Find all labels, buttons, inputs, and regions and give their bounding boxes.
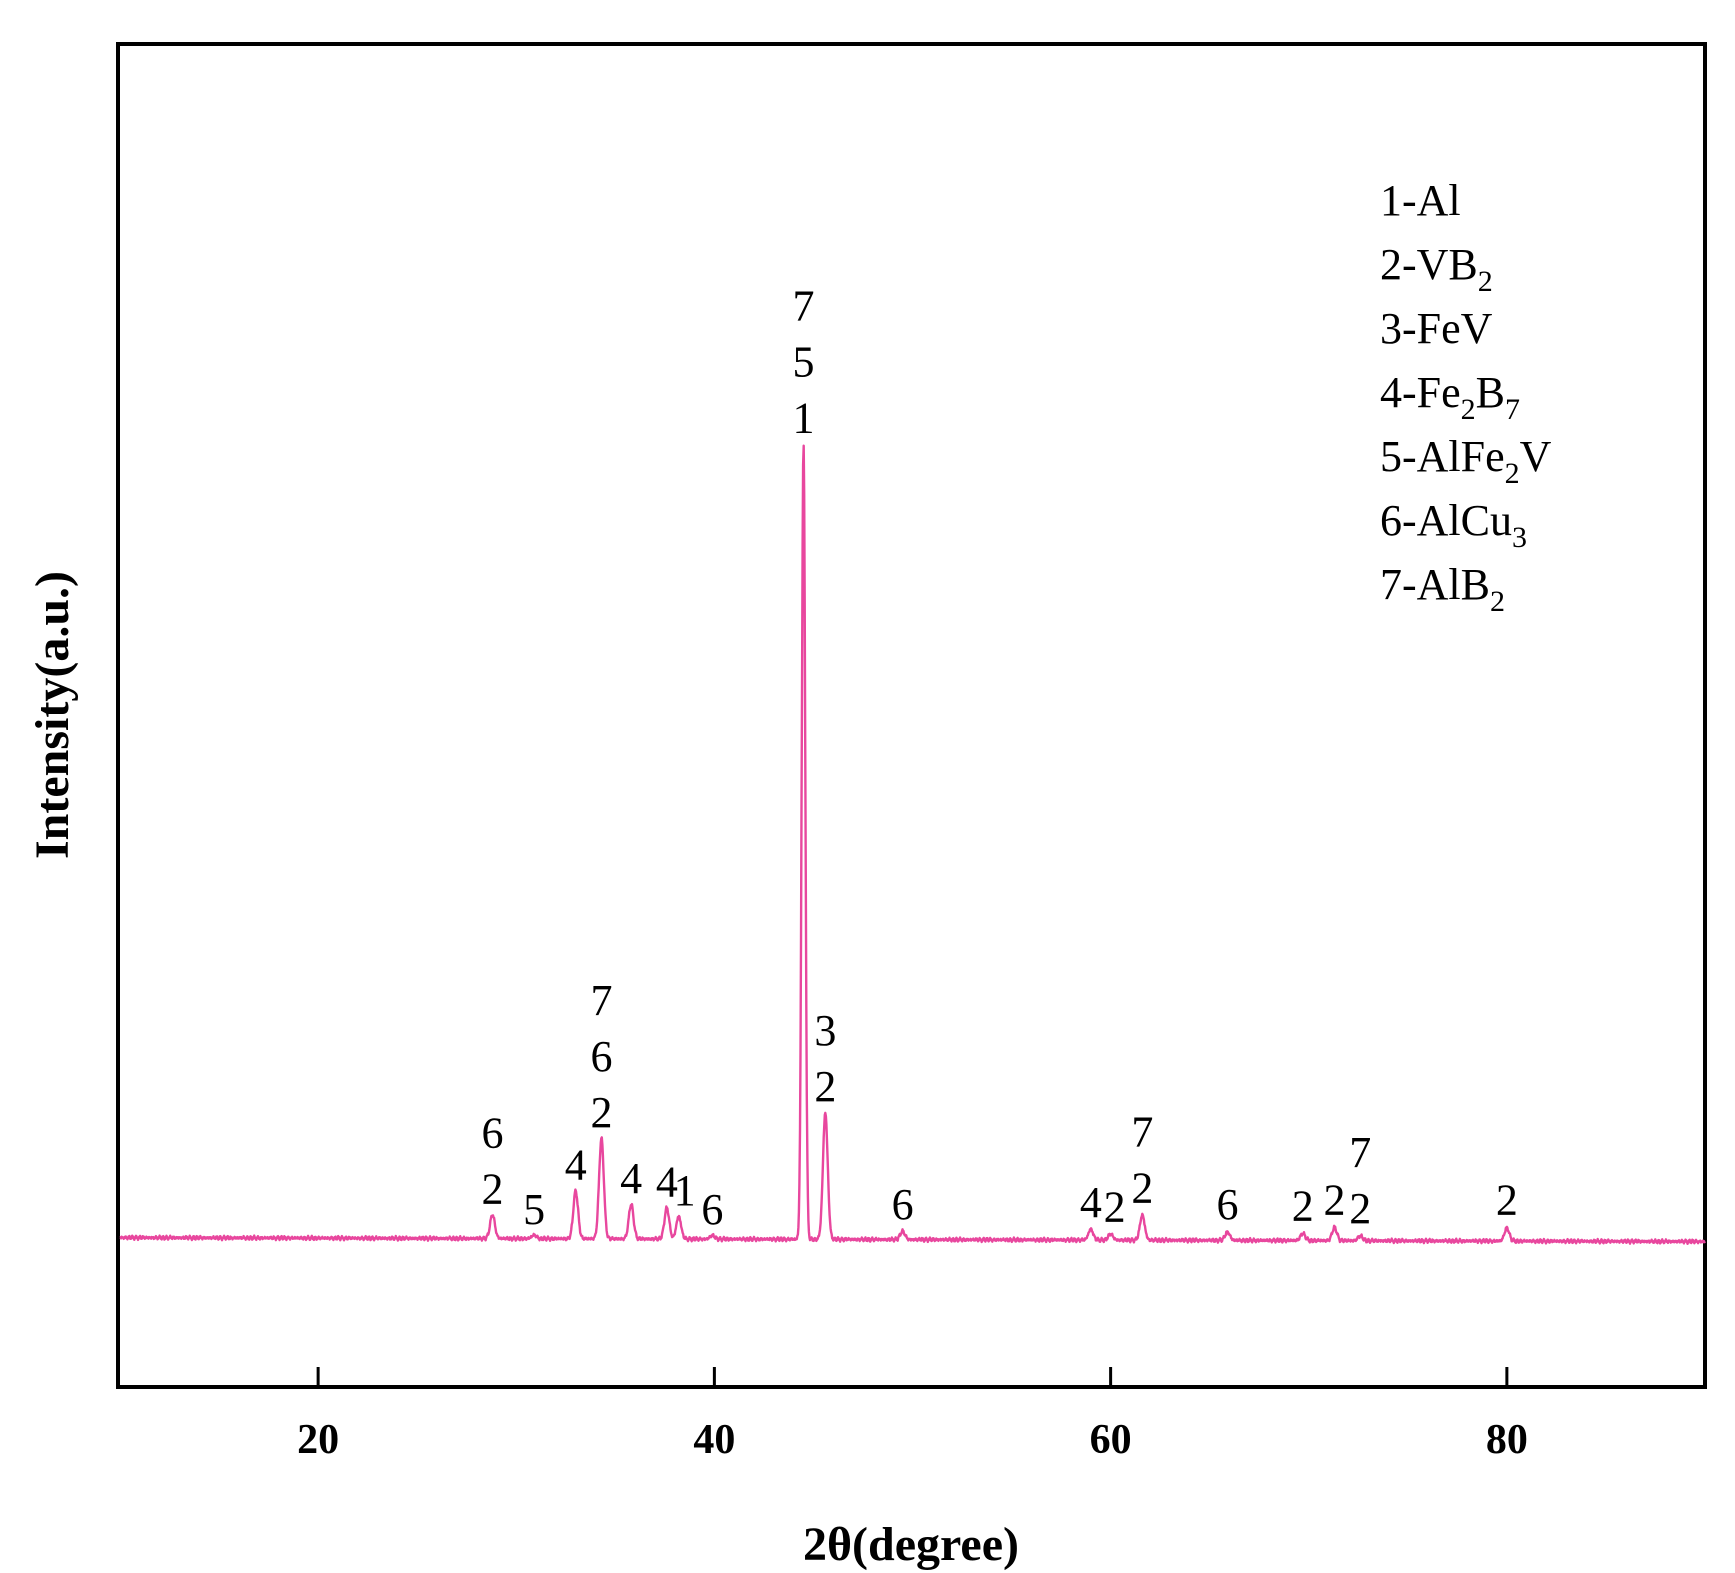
peak-label: 4 [620,1154,642,1203]
legend-subscript: 2 [1461,393,1476,426]
legend-text-part: B [1476,368,1505,417]
legend-entry: 2-VB2 [1380,240,1493,298]
peak-label: 7 [590,976,612,1025]
legend-text-part: 4-Fe [1380,368,1461,417]
peak-label: 6 [1217,1180,1239,1229]
peak-label: 7 [1131,1107,1153,1156]
peak-label: 4 [1080,1178,1102,1227]
peak-label: 6 [481,1109,503,1158]
legend-text-part: 6-AlCu [1380,496,1512,545]
legend-subscript: 2 [1490,585,1505,618]
legend-entry: 1-Al [1380,176,1461,225]
legend-text-part: 5-AlFe [1380,432,1505,481]
x-tick-label: 40 [693,1417,735,1463]
x-tick-label: 20 [297,1417,339,1463]
peak-label: 2 [1292,1181,1314,1230]
legend-entry: 6-AlCu3 [1380,496,1527,554]
legend-entry: 7-AlB2 [1380,560,1505,618]
peak-label: 7 [793,282,815,331]
legend-entry: 3-FeV [1380,304,1493,353]
peak-label: 5 [523,1185,545,1234]
y-axis-title: Intensity(a.u.) [26,571,79,859]
legend-subscript: 2 [1505,457,1520,490]
peak-label: 2 [1324,1175,1346,1224]
peak-label: 3 [814,1006,836,1055]
peak-label: 2 [1349,1184,1371,1233]
legend-text-part: V [1520,432,1552,481]
peak-label: 4 [656,1157,678,1206]
peak-label: 2 [814,1062,836,1111]
legend-text-part: 7-AlB [1380,560,1490,609]
x-tick-label: 60 [1090,1417,1132,1463]
peak-label: 6 [590,1032,612,1081]
peak-label: 2 [590,1088,612,1137]
peak-label: 2 [1496,1175,1518,1224]
plot-frame [116,42,1707,1389]
xrd-pattern-line [119,444,1706,1245]
legend-entry: 4-Fe2B7 [1380,368,1520,426]
legend-subscript: 2 [1478,265,1493,298]
peak-label: 2 [1104,1183,1126,1232]
legend-text-part: 2-VB [1380,240,1478,289]
peak-label: 6 [892,1180,914,1229]
peak-label: 2 [1131,1163,1153,1212]
phase-legend: 1-Al2-VB23-FeV4-Fe2B75-AlFe2V6-AlCu37-Al… [1380,176,1552,618]
x-axis-title: 2θ(degree) [803,1518,1019,1571]
legend-text-part: 3-FeV [1380,304,1493,353]
peak-label: 7 [1349,1128,1371,1177]
legend-entry: 5-AlFe2V [1380,432,1552,490]
peak-label: 1 [674,1166,696,1215]
x-axis-ticks: 20 40 60 80 [297,1367,1528,1463]
peak-label: 4 [565,1141,587,1190]
legend-subscript: 3 [1512,521,1527,554]
peak-label: 6 [701,1185,723,1234]
legend-subscript: 7 [1505,393,1520,426]
legend-text-part: 1-Al [1380,176,1461,225]
x-tick-label: 80 [1486,1417,1528,1463]
peak-label: 2 [481,1165,503,1214]
peak-label: 5 [793,338,815,387]
peak-label: 1 [793,394,815,443]
